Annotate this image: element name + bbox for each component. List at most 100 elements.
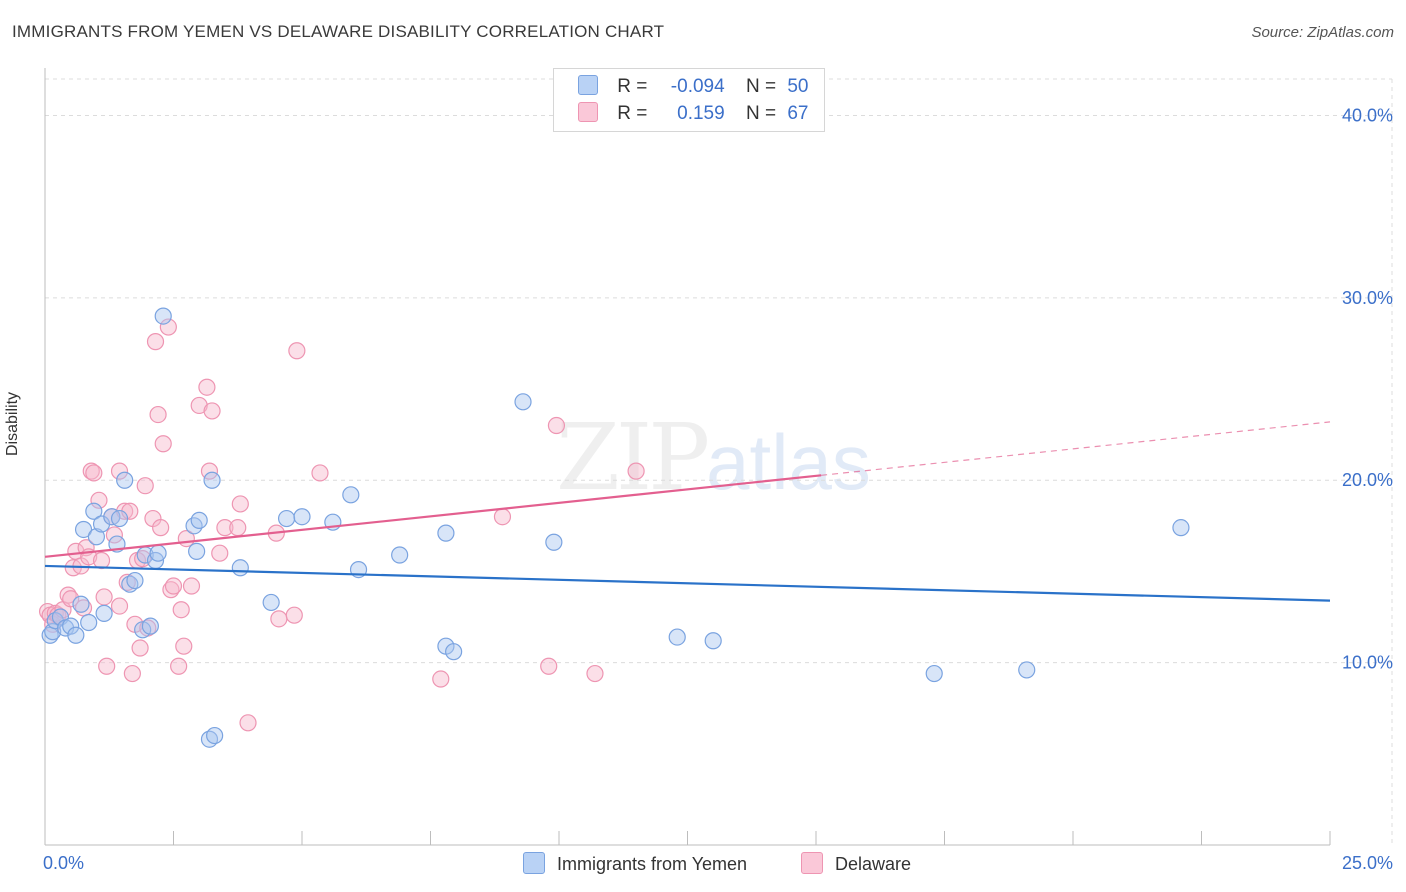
data-point (95, 588, 113, 606)
data-point (136, 477, 154, 495)
data-point (131, 639, 149, 657)
data-point (175, 637, 193, 655)
data-point (92, 551, 111, 570)
source-label: Source: ZipAtlas.com (1251, 24, 1394, 41)
data-point (627, 462, 645, 480)
data-point (704, 632, 722, 650)
data-point (206, 726, 224, 745)
data-point (149, 544, 167, 562)
data-point (110, 462, 129, 480)
legend-r-value: 0.159 (677, 103, 725, 124)
legend-row-yemen: R = -0.094 N = 50 (578, 75, 808, 99)
data-point (262, 593, 280, 612)
legend-swatch-pink (578, 102, 598, 122)
stats-legend: R = -0.094 N = 50 R = 0.159 N = 67 (553, 68, 825, 132)
y-tick-label: 20.0% (1342, 470, 1393, 490)
data-point (72, 595, 90, 613)
legend-n-label: N = (745, 76, 777, 97)
data-point (540, 657, 558, 675)
data-point (311, 464, 329, 482)
y-axis-label: Disability (4, 391, 21, 456)
data-point (146, 333, 165, 351)
trend-lines (44, 421, 1331, 602)
legend-r-label: R = (617, 76, 648, 97)
data-point (44, 623, 62, 641)
data-point (293, 508, 311, 526)
data-point (211, 544, 229, 562)
data-point (90, 491, 108, 509)
data-point (198, 378, 216, 396)
legend-swatch-blue (578, 75, 598, 95)
data-point (445, 643, 463, 661)
data-point (159, 318, 177, 336)
legend-n-value: 67 (787, 103, 809, 124)
bottom-legend-delaware: Delaware (801, 852, 911, 875)
data-point (74, 520, 93, 539)
data-point (154, 435, 172, 453)
data-point (288, 342, 306, 360)
legend-r-label: R = (617, 103, 648, 124)
data-point (514, 393, 532, 411)
trend-line-solid (44, 474, 822, 558)
watermark-zip: ZIP (556, 404, 710, 511)
watermark-atlas: atlas (706, 418, 871, 506)
data-point (123, 664, 141, 683)
data-point (1172, 519, 1190, 537)
tick-labels: 10.0% 20.0% 30.0% 40.0% 0.0% 25.0% (43, 105, 1393, 873)
data-point (164, 577, 183, 595)
data-point (493, 508, 512, 526)
bottom-legend-label: Delaware (835, 854, 912, 874)
data-point (586, 664, 604, 683)
data-point (285, 606, 303, 624)
data-point (239, 714, 257, 732)
data-point (126, 571, 144, 590)
data-point (1018, 661, 1036, 679)
data-point (216, 519, 234, 537)
x-tick-label: 25.0% (1342, 853, 1393, 873)
yemen-points (41, 307, 1190, 748)
data-point (342, 486, 360, 504)
data-point (149, 405, 167, 424)
data-point (545, 533, 563, 551)
bottom-legend-swatch-blue (523, 852, 545, 874)
delaware-points (38, 318, 645, 732)
data-point (95, 604, 113, 622)
y-tick-label: 10.0% (1342, 653, 1393, 673)
y-tick-label: 30.0% (1342, 288, 1393, 308)
data-point (110, 597, 129, 615)
chart-title: IMMIGRANTS FROM YEMEN VS DELAWARE DISABI… (12, 22, 665, 41)
data-point (203, 471, 221, 489)
legend-n-value: 50 (787, 76, 809, 97)
data-point (85, 502, 103, 520)
axes (44, 68, 1331, 846)
data-point (98, 657, 116, 675)
legend-r-value: -0.094 (670, 76, 725, 97)
data-point (170, 657, 188, 675)
bottom-legend-yemen: Immigrants from Yemen (523, 852, 747, 875)
data-point (67, 626, 85, 644)
data-point (270, 610, 288, 628)
x-tick-label: 0.0% (43, 853, 84, 873)
data-point (668, 628, 686, 646)
legend-row-delaware: R = 0.159 N = 67 (578, 102, 808, 126)
data-point (62, 617, 80, 635)
data-point (182, 577, 201, 595)
data-point (62, 590, 80, 608)
data-point (190, 511, 208, 529)
data-point (277, 509, 296, 528)
trend-line-solid (44, 564, 1331, 602)
bottom-legend-label: Immigrants from Yemen (557, 854, 748, 874)
data-point (110, 509, 129, 528)
data-point (437, 524, 455, 542)
trend-line-dashed (821, 421, 1331, 476)
data-point (231, 559, 249, 577)
data-point (154, 307, 172, 325)
data-point (190, 396, 208, 415)
bottom-legend-swatch-pink (801, 852, 823, 874)
legend-n-label: N = (745, 103, 777, 124)
data-point (141, 617, 159, 635)
data-point (116, 471, 134, 489)
data-point (203, 402, 221, 420)
data-point (80, 613, 98, 632)
